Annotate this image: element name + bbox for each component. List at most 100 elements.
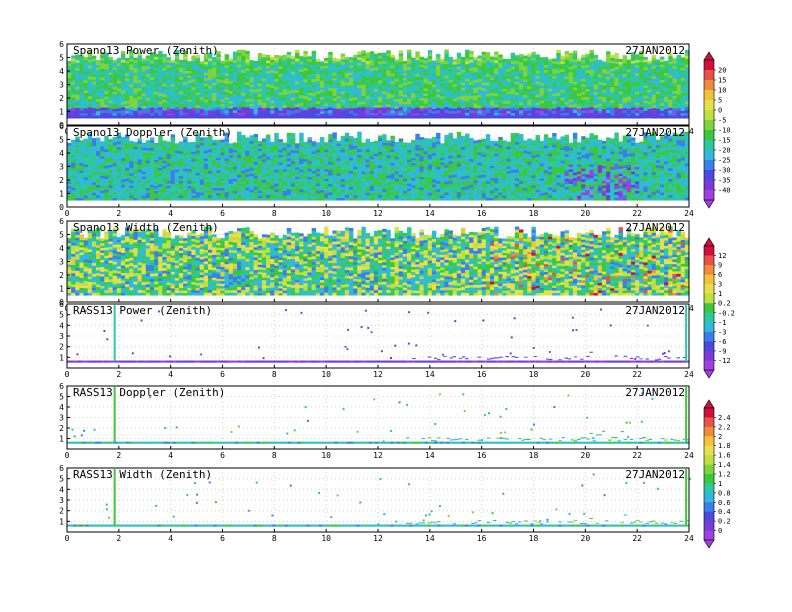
data-cell [203, 99, 209, 103]
data-cell [187, 101, 192, 105]
data-cell [158, 156, 163, 160]
data-cell [448, 67, 453, 70]
data-cell [469, 93, 474, 97]
data-cell [440, 105, 445, 109]
data-cell [154, 195, 159, 199]
data-cell [249, 186, 254, 190]
data-cell [220, 63, 225, 67]
data-cell [104, 52, 109, 56]
data-cell [664, 60, 669, 64]
data-cell [145, 145, 151, 149]
data-cell [597, 81, 603, 85]
data-cell [431, 89, 437, 93]
data-cell [120, 90, 126, 94]
data-cell [137, 164, 142, 168]
data-cell [129, 104, 134, 108]
data-cell [261, 171, 267, 175]
data-cell [444, 52, 449, 56]
data-cell [469, 73, 474, 77]
data-cell [261, 107, 267, 111]
data-cell [270, 195, 275, 199]
data-cell [166, 163, 171, 167]
data-cell [328, 71, 333, 75]
data-cell [286, 107, 292, 111]
data-cell [178, 74, 184, 78]
data-cell [672, 88, 677, 92]
data-cell [460, 79, 466, 83]
data-cell [203, 152, 209, 156]
data-cell [112, 176, 118, 180]
data-cell [357, 93, 362, 97]
data-cell [593, 102, 599, 106]
data-cell [91, 158, 97, 162]
data-cell [672, 60, 677, 64]
data-cell [187, 80, 192, 83]
data-cell [261, 187, 267, 191]
data-cell [315, 96, 321, 99]
data-cell [129, 177, 134, 181]
data-cell [311, 56, 317, 60]
data-cell [125, 93, 130, 96]
data-cell [178, 170, 184, 174]
data-cell [407, 72, 412, 76]
data-cell [79, 170, 84, 174]
data-cell [203, 173, 209, 177]
data-cell [141, 63, 147, 67]
data-cell [120, 150, 126, 153]
data-cell [489, 66, 495, 70]
data-cell [237, 191, 242, 195]
data-cell [477, 60, 482, 64]
data-cell [460, 108, 466, 111]
data-cell [91, 156, 97, 160]
data-cell [311, 73, 317, 77]
data-cell [589, 78, 594, 82]
data-cell [324, 78, 329, 81]
data-cell [315, 66, 321, 70]
data-cell [510, 74, 516, 78]
data-cell [154, 164, 159, 168]
data-cell [162, 107, 167, 111]
data-cell [659, 84, 665, 88]
data-cell [191, 195, 196, 199]
data-cell [684, 92, 690, 96]
data-cell [162, 165, 167, 169]
data-cell [125, 75, 130, 79]
data-cell [224, 172, 230, 176]
data-cell [174, 152, 180, 156]
data-cell [303, 87, 308, 91]
data-cell [120, 187, 126, 190]
data-cell [680, 110, 686, 114]
data-cell [427, 95, 433, 99]
data-cell [647, 113, 652, 117]
data-cell [378, 71, 383, 75]
data-cell [112, 184, 118, 188]
data-cell [270, 113, 275, 116]
data-cell [71, 190, 76, 193]
data-cell [75, 155, 80, 159]
data-cell [232, 87, 238, 91]
data-cell [112, 152, 118, 156]
data-cell [411, 62, 416, 66]
data-cell [166, 197, 171, 201]
data-cell [71, 164, 76, 168]
data-cell [290, 172, 296, 176]
data-cell [469, 104, 474, 108]
data-cell [207, 107, 213, 111]
data-cell [485, 101, 491, 105]
data-cell [523, 113, 528, 116]
data-cell [303, 56, 308, 60]
data-cell [593, 110, 599, 114]
data-cell [469, 81, 474, 85]
data-cell [220, 162, 225, 166]
data-cell [79, 71, 84, 74]
data-cell [220, 108, 225, 112]
data-cell [676, 89, 682, 93]
data-cell [572, 70, 578, 74]
data-cell [440, 58, 445, 62]
data-cell [220, 60, 225, 64]
data-cell [527, 83, 532, 87]
data-cell [523, 81, 528, 85]
data-cell [382, 93, 387, 97]
data-cell [597, 106, 603, 109]
data-cell [635, 88, 640, 92]
